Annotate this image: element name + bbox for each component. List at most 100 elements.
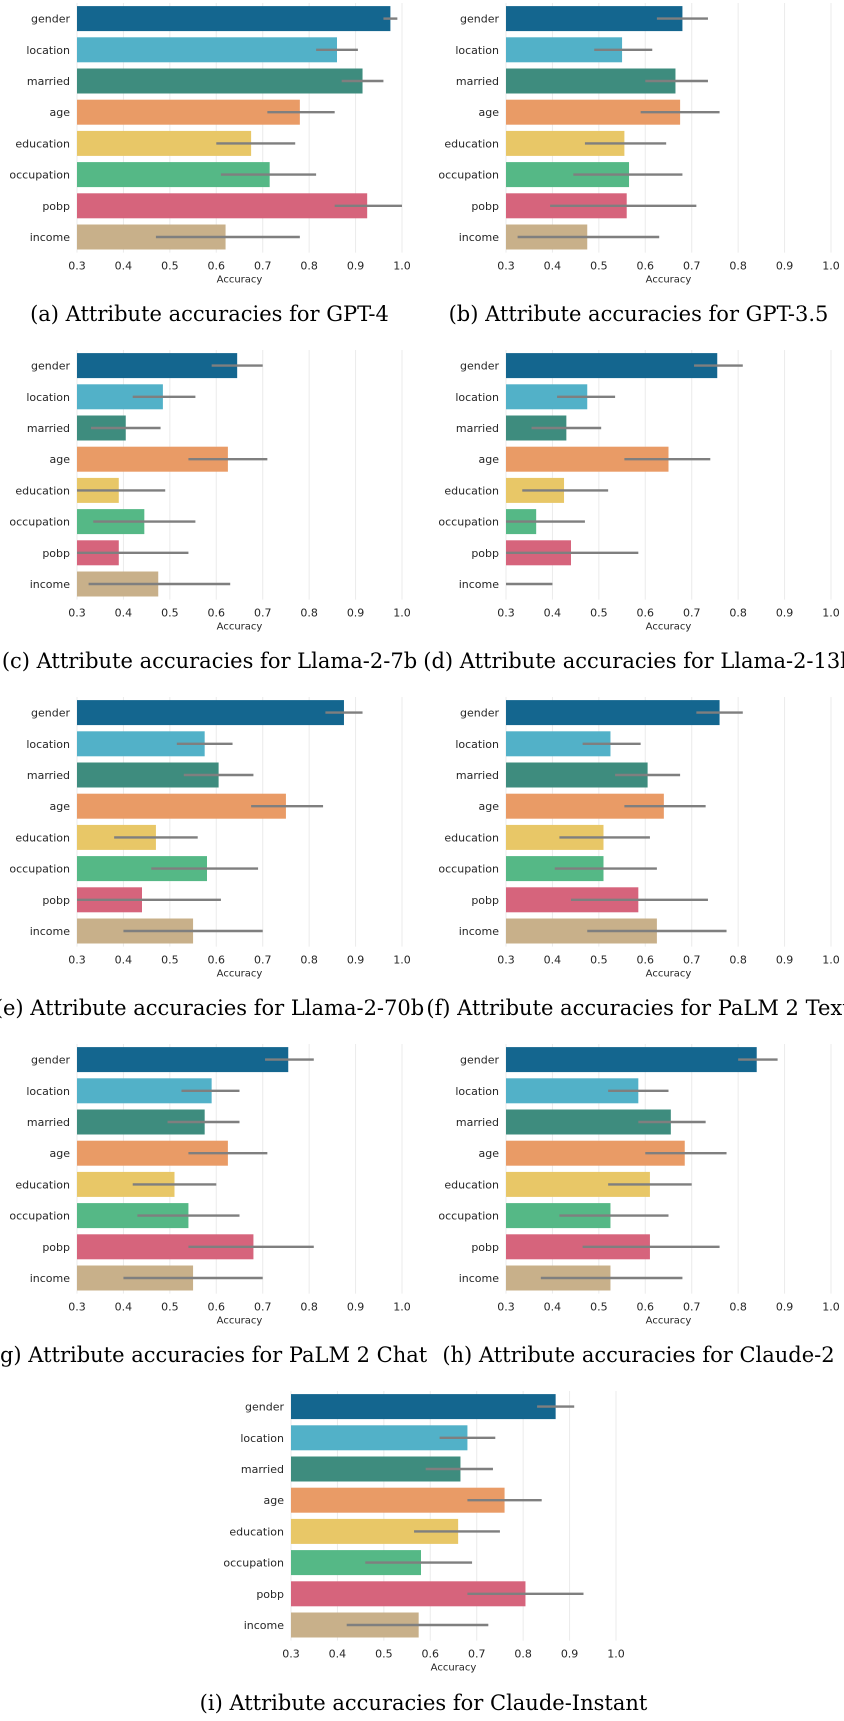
- category-label-occupation: occupation: [438, 1210, 499, 1223]
- bar-gender: [506, 353, 718, 379]
- bar-location: [291, 1425, 468, 1451]
- x-tick-label: 0.4: [115, 607, 133, 620]
- x-tick-label: 0.6: [208, 1301, 226, 1314]
- category-label-location: location: [26, 1085, 70, 1098]
- x-tick-label: 0.8: [300, 607, 318, 620]
- x-tick-label: 0.9: [776, 954, 794, 967]
- category-label-pobp: pobp: [42, 547, 70, 560]
- x-tick-label: 0.7: [254, 954, 272, 967]
- panel-caption: (h) Attribute accuracies for Claude-2: [442, 1343, 834, 1367]
- panel-caption: (c) Attribute accuracies for Llama-2-7b: [2, 649, 417, 673]
- x-tick-label: 0.8: [300, 260, 318, 273]
- x-tick-label: 0.4: [544, 607, 562, 620]
- x-tick-label: 0.3: [68, 954, 86, 967]
- category-label-education: education: [229, 1525, 284, 1538]
- x-tick-label: 0.3: [68, 607, 86, 620]
- category-label-education: education: [444, 1178, 499, 1191]
- category-label-gender: gender: [31, 707, 70, 720]
- x-tick-label: 0.6: [208, 954, 226, 967]
- x-tick-label: 0.4: [115, 1301, 133, 1314]
- bar-gender: [77, 1047, 289, 1073]
- x-tick-label: 0.5: [375, 1648, 393, 1661]
- category-label-location: location: [455, 44, 499, 57]
- bar-gender: [77, 700, 344, 726]
- x-tick-label: 0.9: [776, 260, 794, 273]
- panel-caption: (a) Attribute accuracies for GPT-4: [30, 302, 389, 326]
- category-label-occupation: occupation: [9, 516, 70, 529]
- category-label-gender: gender: [245, 1401, 284, 1414]
- category-label-location: location: [455, 1085, 499, 1098]
- x-tick-label: 0.8: [300, 954, 318, 967]
- category-label-location: location: [240, 1432, 284, 1445]
- x-axis-label: Accuracy: [646, 969, 692, 980]
- category-label-gender: gender: [460, 707, 499, 720]
- x-tick-label: 0.6: [208, 607, 226, 620]
- x-tick-label: 0.5: [590, 607, 608, 620]
- x-tick-label: 0.3: [68, 1301, 86, 1314]
- category-label-gender: gender: [460, 360, 499, 373]
- x-tick-label: 0.9: [347, 607, 365, 620]
- category-label-pobp: pobp: [256, 1588, 284, 1601]
- x-tick-label: 0.9: [347, 1301, 365, 1314]
- panel-caption: (f) Attribute accuracies for PaLM 2 Text: [426, 996, 844, 1020]
- category-label-occupation: occupation: [223, 1557, 284, 1570]
- x-tick-label: 0.3: [497, 954, 515, 967]
- x-tick-label: 0.8: [729, 607, 747, 620]
- x-tick-label: 0.6: [637, 607, 655, 620]
- x-tick-label: 1.0: [393, 607, 411, 620]
- panel-caption: (i) Attribute accuracies for Claude-Inst…: [200, 1691, 648, 1715]
- x-axis-label: Accuracy: [217, 622, 263, 633]
- x-tick-label: 0.5: [161, 954, 179, 967]
- category-label-married: married: [27, 75, 70, 88]
- category-label-married: married: [27, 1116, 70, 1129]
- x-tick-label: 0.7: [683, 607, 701, 620]
- bar-gender: [291, 1394, 556, 1420]
- category-label-age: age: [50, 1147, 71, 1160]
- category-label-age: age: [479, 1147, 500, 1160]
- category-label-age: age: [50, 106, 71, 119]
- category-label-married: married: [456, 75, 499, 88]
- category-label-pobp: pobp: [471, 200, 499, 213]
- x-tick-label: 0.7: [468, 1648, 486, 1661]
- bar-age: [77, 99, 300, 125]
- category-label-occupation: occupation: [9, 863, 70, 876]
- bar-gender: [77, 6, 391, 32]
- x-tick-label: 0.8: [300, 1301, 318, 1314]
- category-label-occupation: occupation: [9, 169, 70, 182]
- x-tick-label: 0.7: [683, 260, 701, 273]
- x-tick-label: 0.9: [776, 607, 794, 620]
- category-label-education: education: [444, 484, 499, 497]
- category-label-income: income: [30, 925, 71, 938]
- x-tick-label: 1.0: [822, 607, 840, 620]
- x-tick-label: 0.4: [115, 260, 133, 273]
- category-label-location: location: [26, 391, 70, 404]
- x-tick-label: 0.4: [544, 1301, 562, 1314]
- x-tick-label: 0.7: [254, 260, 272, 273]
- x-axis-label: Accuracy: [431, 1663, 477, 1674]
- x-axis-label: Accuracy: [646, 275, 692, 286]
- category-label-age: age: [264, 1494, 285, 1507]
- x-tick-label: 0.6: [637, 260, 655, 273]
- bar-location: [77, 37, 337, 63]
- panel-caption: (e) Attribute accuracies for Llama-2-70b: [0, 996, 424, 1020]
- x-tick-label: 0.4: [329, 1648, 347, 1661]
- category-label-education: education: [444, 137, 499, 150]
- x-tick-label: 0.3: [68, 260, 86, 273]
- category-label-gender: gender: [460, 13, 499, 26]
- category-label-age: age: [479, 800, 500, 813]
- category-label-pobp: pobp: [471, 547, 499, 560]
- x-axis-label: Accuracy: [217, 969, 263, 980]
- category-label-gender: gender: [460, 1054, 499, 1067]
- category-label-age: age: [50, 453, 71, 466]
- category-label-income: income: [30, 578, 71, 591]
- category-label-gender: gender: [31, 1054, 70, 1067]
- category-label-income: income: [459, 925, 500, 938]
- category-label-pobp: pobp: [42, 1241, 70, 1254]
- category-label-education: education: [15, 1178, 70, 1191]
- x-tick-label: 1.0: [393, 260, 411, 273]
- x-tick-label: 1.0: [822, 260, 840, 273]
- x-axis-label: Accuracy: [217, 275, 263, 286]
- x-tick-label: 1.0: [393, 954, 411, 967]
- category-label-age: age: [479, 453, 500, 466]
- category-label-location: location: [26, 738, 70, 751]
